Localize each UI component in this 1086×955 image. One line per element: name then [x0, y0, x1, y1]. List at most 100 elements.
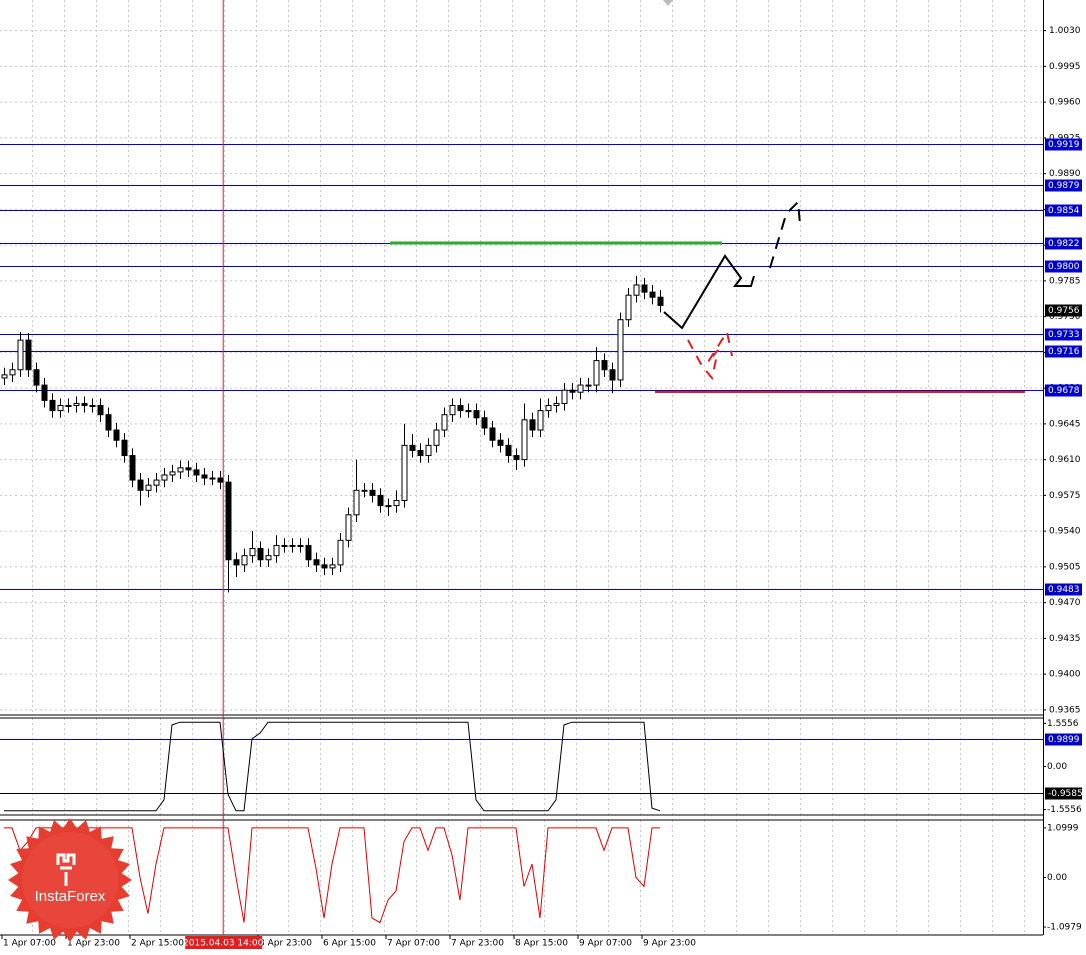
candle-body: [513, 455, 520, 461]
candle-body: [113, 429, 120, 441]
indicator-line: [4, 827, 660, 924]
candle-body: [97, 405, 104, 416]
candle-body: [449, 405, 456, 416]
candle-body: [409, 444, 416, 451]
candle-body: [481, 417, 488, 429]
candle-body: [497, 439, 504, 446]
y-tick-label: -1.5556: [1047, 805, 1082, 815]
candle-body: [617, 319, 624, 381]
candle-body: [73, 402, 80, 407]
y-tick-label: 0.9365: [1049, 705, 1081, 715]
candle-body: [625, 294, 632, 321]
y-tick-label: 0.9575: [1049, 491, 1081, 501]
candle-body: [537, 410, 544, 431]
alt-forecast-arrow: [687, 329, 733, 381]
candle-body: [209, 477, 216, 480]
candle-body: [225, 481, 232, 561]
y-tick-label: 0.9435: [1049, 634, 1081, 644]
candle-body: [505, 444, 512, 457]
logo-text: InstaForex: [35, 888, 106, 905]
candle-body: [649, 291, 656, 298]
candle-body: [193, 469, 200, 476]
y-tick-label: 0.9540: [1049, 527, 1081, 537]
candle-body: [593, 360, 600, 386]
level-label-box: [1045, 384, 1082, 397]
logo-icon: [56, 853, 76, 886]
y-tick-label: 0.9610: [1049, 455, 1081, 465]
candle-body: [425, 444, 432, 457]
candle-body: [217, 477, 224, 483]
y-tick-label: 0.9505: [1049, 562, 1081, 572]
level-label: 0.9800: [1048, 262, 1080, 272]
y-tick-label: 1.5556: [1047, 719, 1079, 729]
candle-body: [185, 467, 192, 471]
level-label-box: [1045, 179, 1082, 192]
candle-body: [329, 564, 336, 569]
level-label: 0.9733: [1048, 330, 1080, 340]
shift-marker: [663, 0, 673, 6]
level-label: 0.9919: [1048, 140, 1080, 150]
candle-body: [169, 471, 176, 476]
candle-body: [305, 544, 312, 561]
candle-body: [369, 489, 376, 496]
candle-body: [297, 544, 304, 547]
level-label: 0.9483: [1048, 585, 1080, 595]
y-tick-label: -1.0979: [1047, 923, 1082, 933]
candle-body: [353, 489, 360, 516]
candle-body: [385, 505, 392, 508]
candle-body: [569, 389, 576, 393]
candle-body: [465, 410, 472, 413]
candle-body: [457, 405, 464, 412]
candle-body: [313, 559, 320, 566]
current-price-label: 0.9756: [1048, 306, 1080, 316]
candle-body: [345, 514, 352, 541]
x-tick-label: 7 Apr 23:00: [451, 939, 504, 949]
candle-body: [25, 339, 32, 371]
y-tick-label: 0.9645: [1049, 419, 1081, 429]
x-tick-label: 8 Apr 15:00: [515, 939, 568, 949]
y-tick-label: 0.9470: [1049, 598, 1081, 608]
x-tick-label: 9 Apr 07:00: [579, 939, 632, 949]
y-tick-label: 0.9785: [1049, 276, 1081, 286]
candle-body: [201, 474, 208, 479]
cursor-label-box: [185, 936, 263, 949]
candle-body: [601, 360, 608, 371]
indicator-line: [4, 721, 661, 812]
candle-body: [417, 449, 424, 457]
candle-body: [609, 369, 616, 381]
candle-body: [33, 369, 40, 386]
level-label: 0.9879: [1048, 181, 1080, 191]
candle-body: [17, 339, 24, 371]
candle-body: [633, 284, 640, 296]
level-label: 0.9822: [1048, 239, 1080, 249]
candle-body: [105, 414, 112, 431]
x-tick-label: 2 Apr 15:00: [131, 939, 184, 949]
y-tick-label: 1.0999: [1047, 823, 1079, 833]
candle-body: [41, 384, 48, 401]
current-price-box: [1045, 304, 1082, 317]
x-tick-label: 3 Apr 23:00: [259, 939, 312, 949]
candle-body: [641, 284, 648, 293]
candle-body: [321, 564, 328, 569]
candle-body: [57, 405, 64, 412]
x-tick-label: 1 Apr 07:00: [3, 939, 56, 949]
candle-body: [377, 494, 384, 507]
level-label: 0.9678: [1048, 386, 1080, 396]
candle-body: [1, 374, 8, 379]
candle-body: [521, 419, 528, 461]
x-tick-label: 7 Apr 07:00: [387, 939, 440, 949]
level-label-box: [1045, 204, 1082, 217]
candle-body: [265, 555, 272, 561]
level-label: 0.9854: [1048, 206, 1080, 216]
candle-body: [9, 369, 16, 376]
candle-body: [433, 429, 440, 446]
candle-body: [233, 559, 240, 566]
candle-body: [241, 555, 248, 566]
candle-body: [577, 384, 584, 393]
y-tick-label: 0.9750: [1049, 312, 1081, 322]
candle-body: [289, 544, 296, 547]
candle-body: [121, 439, 128, 457]
